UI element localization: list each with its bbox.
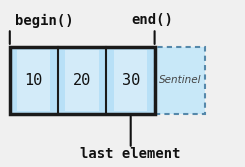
- Bar: [58, 47, 106, 114]
- Text: 10: 10: [24, 73, 43, 88]
- Text: 30: 30: [122, 73, 140, 88]
- Text: Sentinel: Sentinel: [159, 75, 201, 85]
- Text: last element: last element: [80, 147, 181, 161]
- Bar: [65, 50, 99, 111]
- Text: begin(): begin(): [15, 13, 73, 28]
- Text: end(): end(): [131, 13, 173, 27]
- Bar: [10, 47, 58, 114]
- Bar: [10, 47, 155, 114]
- Bar: [17, 50, 50, 111]
- Bar: [114, 50, 147, 111]
- Bar: [107, 47, 155, 114]
- Bar: [155, 47, 205, 114]
- Text: 20: 20: [73, 73, 91, 88]
